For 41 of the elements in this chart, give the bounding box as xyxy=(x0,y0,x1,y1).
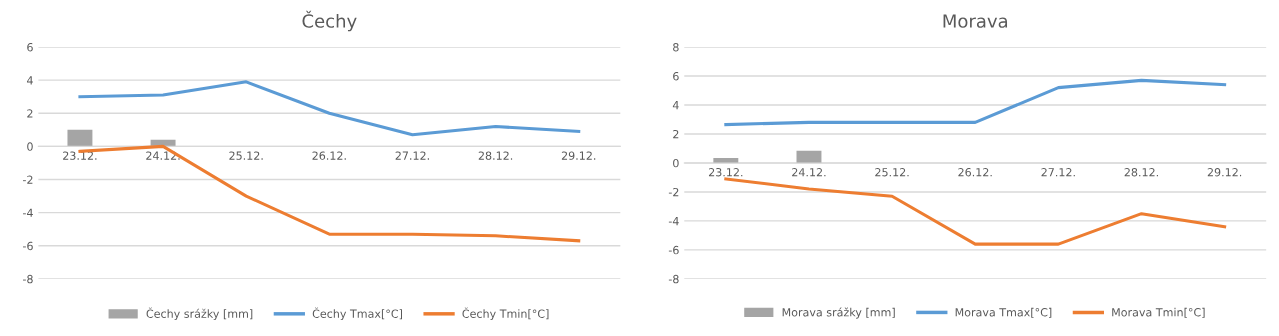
legend-label: Morava Tmax[°C] xyxy=(955,307,1052,318)
y-tick-label: -4 xyxy=(668,217,679,226)
y-tick-label: 8 xyxy=(673,43,679,52)
x-tick-label: 29.12. xyxy=(561,151,596,160)
legend-label: Čechy Tmax[°C] xyxy=(312,307,402,321)
x-tick-label: 27.12. xyxy=(1041,168,1075,177)
y-tick-label: 0 xyxy=(673,158,679,168)
y-tick-label: 2 xyxy=(27,109,33,118)
x-tick-label: 29.12. xyxy=(1207,168,1242,177)
x-tick-label: 26.12. xyxy=(958,168,992,177)
legend-label: Čechy srážky [mm] xyxy=(146,307,253,321)
y-tick-label: -2 xyxy=(668,187,679,197)
y-tick-label: 0 xyxy=(27,142,33,151)
y-tick-label: 4 xyxy=(26,76,33,85)
x-tick-label: 25.12. xyxy=(229,151,263,160)
x-tick-label: 26.12. xyxy=(312,151,346,160)
line-series xyxy=(78,80,581,137)
y-tick-label: -4 xyxy=(22,208,33,217)
legend-label: Morava srážky [mm] xyxy=(782,307,895,319)
x-tick-label: 23.12. xyxy=(63,151,97,160)
y-tick-label: -6 xyxy=(668,245,679,255)
x-tick-label: 28.12. xyxy=(478,151,513,160)
x-tick-label: 27.12. xyxy=(395,151,429,160)
legend-label: Čechy Tmin[°C] xyxy=(462,307,549,321)
x-tick-label: 25.12. xyxy=(875,168,909,177)
y-tick-label: -8 xyxy=(22,274,33,284)
y-tick-label: -2 xyxy=(22,175,33,184)
y-tick-label: 6 xyxy=(673,71,679,81)
y-tick-label: 6 xyxy=(27,43,33,52)
y-tick-label: -6 xyxy=(22,241,33,251)
y-tick-label: 2 xyxy=(673,129,679,139)
y-tick-label: -8 xyxy=(668,274,679,284)
line-series xyxy=(724,78,1227,127)
chart-title: Morava xyxy=(943,14,1008,28)
x-tick-label: 23.12. xyxy=(708,168,743,177)
x-tick-label: 24.12. xyxy=(792,168,826,177)
line-series xyxy=(724,177,1227,246)
y-tick-label: 4 xyxy=(672,101,679,110)
chart-title: Čechy xyxy=(302,10,357,32)
legend-label: Morava Tmin[°C] xyxy=(1112,307,1205,318)
x-tick-label: 28.12. xyxy=(1124,168,1158,177)
